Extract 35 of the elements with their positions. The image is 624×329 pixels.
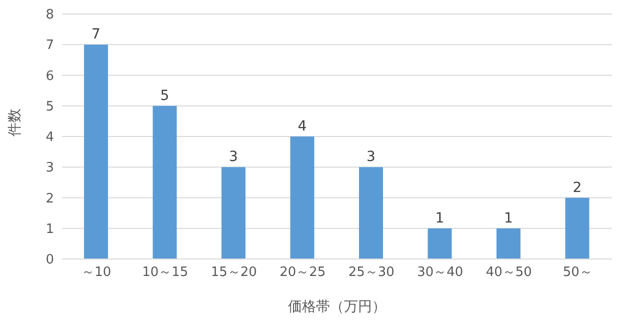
bar bbox=[222, 167, 246, 259]
bar bbox=[496, 228, 520, 259]
data-label: 1 bbox=[435, 210, 444, 226]
x-tick-label: 10～15 bbox=[142, 265, 188, 280]
bar bbox=[84, 44, 108, 259]
bar bbox=[565, 198, 590, 259]
y-tick-label: 6 bbox=[46, 68, 54, 84]
x-tick-label: 20～25 bbox=[280, 265, 326, 280]
x-tick-label: 40～50 bbox=[486, 265, 532, 280]
x-tick-label: 50～ bbox=[562, 265, 592, 280]
x-axis-title: 価格帯（万円） bbox=[288, 299, 386, 315]
data-label: 4 bbox=[298, 118, 307, 134]
data-label: 5 bbox=[160, 88, 170, 104]
y-tick-label: 7 bbox=[46, 38, 54, 54]
x-tick-label: ～10 bbox=[82, 265, 112, 280]
x-tick-label: 15～20 bbox=[210, 265, 257, 280]
y-tick-label: 3 bbox=[46, 160, 54, 176]
y-tick-label: 1 bbox=[46, 222, 54, 237]
bar bbox=[428, 228, 452, 259]
y-tick-label: 4 bbox=[46, 130, 54, 146]
x-tick-label: 30～40 bbox=[417, 265, 464, 280]
data-label: 1 bbox=[504, 210, 513, 226]
x-tick-label: 25～30 bbox=[348, 265, 394, 280]
data-label: 3 bbox=[366, 149, 376, 166]
bar bbox=[290, 136, 314, 259]
y-tick-label: 0 bbox=[46, 252, 54, 268]
y-tick-label: 5 bbox=[46, 99, 54, 114]
data-label: 3 bbox=[229, 149, 238, 166]
data-label: 2 bbox=[572, 180, 582, 196]
y-axis-title: 件数 bbox=[6, 108, 23, 136]
data-label: 7 bbox=[92, 26, 100, 43]
y-tick-label: 2 bbox=[46, 191, 54, 206]
y-tick-label: 8 bbox=[46, 8, 54, 23]
bar bbox=[152, 106, 177, 259]
bar bbox=[359, 167, 383, 259]
